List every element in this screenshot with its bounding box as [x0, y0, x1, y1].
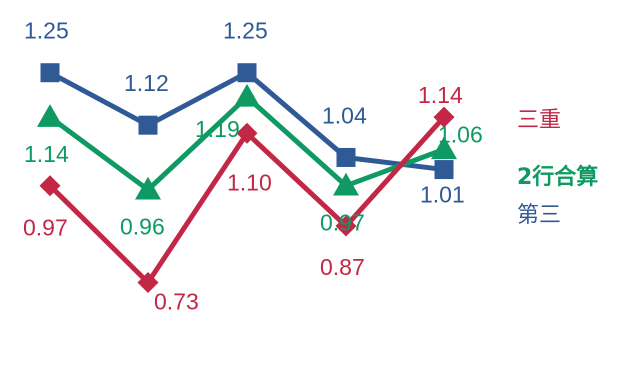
data-label-3-4: 0.87 — [320, 254, 365, 280]
data-point-2-4 — [333, 172, 359, 196]
data-label-1-3: 1.25 — [223, 18, 268, 44]
data-point-3-4 — [335, 215, 357, 237]
legend-entry-1: 第三 — [517, 203, 561, 228]
data-label-2-1: 1.14 — [24, 141, 69, 167]
data-point-1-5 — [434, 160, 454, 180]
data-point-2-3 — [234, 83, 260, 107]
data-labels: 1.25 1.12 1.25 1.04 1.01 1.14 0.96 1.19 0.97 1.06… — [23, 18, 483, 315]
data-point-1-1 — [40, 63, 60, 83]
data-point-1-4 — [336, 147, 356, 167]
legend-entry-2: 2行合算 — [517, 164, 598, 190]
series-markers — [37, 63, 457, 294]
data-label-2-5: 1.06 — [438, 121, 483, 147]
data-label-3-2: 0.73 — [154, 289, 199, 315]
data-point-2-1 — [37, 104, 63, 127]
data-point-1-2 — [138, 115, 158, 135]
legend-entry-3: 三重 — [517, 108, 561, 133]
data-point-3-3 — [236, 122, 258, 144]
data-point-3-2 — [137, 272, 159, 294]
data-label-1-1: 1.25 — [24, 18, 69, 44]
data-label-3-5: 1.14 — [418, 82, 463, 108]
data-label-1-4: 1.04 — [322, 102, 367, 128]
data-label-2-2: 0.96 — [120, 214, 165, 240]
data-label-1-2: 1.12 — [124, 70, 169, 96]
data-label-3-1: 0.97 — [23, 215, 68, 241]
data-point-3-1 — [39, 175, 61, 197]
data-label-3-3: 1.10 — [227, 169, 272, 195]
data-label-2-4: 0.97 — [320, 210, 365, 236]
data-point-2-5 — [431, 136, 457, 160]
data-label-1-5: 1.01 — [420, 182, 465, 208]
data-point-2-2 — [135, 176, 161, 200]
data-label-2-3: 1.19 — [195, 116, 240, 142]
data-point-1-3 — [237, 63, 257, 83]
data-point-3-5 — [433, 106, 455, 128]
